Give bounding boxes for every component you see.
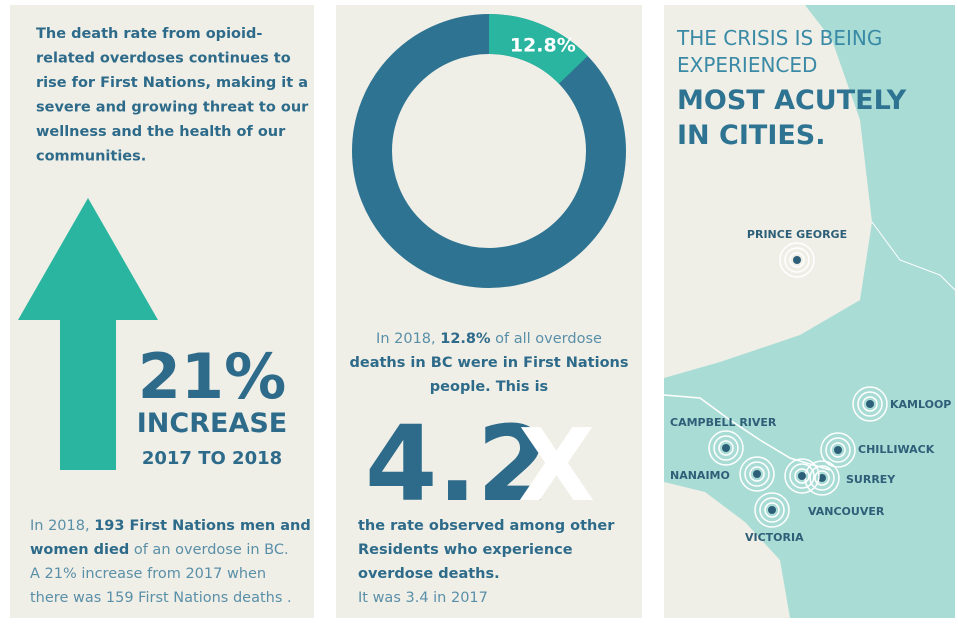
city-label: CHILLIWACK [858, 443, 935, 456]
city-ring [789, 252, 805, 268]
bold-text: deaths in BC were in First Nations [350, 355, 629, 371]
multiplier: 4.2 [365, 403, 549, 525]
donut-label: 12.8% [510, 34, 576, 56]
city-label: PRINCE GEORGE [747, 228, 847, 241]
border [871, 221, 955, 291]
city-dot [866, 400, 874, 408]
text: A 21% increase from 2017 when [30, 566, 266, 582]
city-dot [798, 472, 806, 480]
text-line: It was 3.4 in 2017 [358, 590, 488, 606]
bold-text: people. This is [430, 379, 548, 395]
text: In 2018, [376, 331, 440, 347]
city-ring [759, 497, 785, 523]
city-dot [818, 474, 826, 482]
text-line: severe and growing threat to our [36, 100, 309, 116]
multiplier-sign: X [518, 407, 595, 524]
city-ring [784, 458, 820, 494]
city-ring [820, 432, 856, 468]
city-ring [852, 386, 888, 422]
city-label: VANCOUVER [808, 505, 885, 518]
text-line: In 2018, 193 First Nations men and [30, 518, 311, 534]
text-line: EXPERIENCED [677, 53, 817, 77]
text-line: In 2018, 12.8% of all overdose [376, 331, 602, 347]
city-dot [722, 444, 730, 452]
city-ring [794, 468, 810, 484]
city-ring [749, 466, 765, 482]
city-ring [857, 391, 883, 417]
stat-period: 2017 TO 2018 [142, 448, 282, 469]
text-line: Residents who experience [358, 542, 573, 558]
text-line: overdose deaths. [358, 566, 500, 582]
city-ring [754, 492, 790, 528]
text-line: MOST ACUTELY [677, 85, 907, 116]
city-dot [768, 506, 776, 514]
text-line: A 21% increase from 2017 when [30, 566, 266, 582]
text-line: deaths in BC were in First Nations [350, 355, 629, 371]
city-ring [708, 430, 744, 466]
text-line: people. This is [430, 379, 548, 395]
city-ring [830, 442, 846, 458]
city-ring [814, 470, 830, 486]
bold-text: the rate observed among other [358, 518, 615, 534]
text-line: wellness and the health of our [36, 124, 286, 140]
city-dot [753, 470, 761, 478]
text: there was 159 First Nations deaths . [30, 590, 292, 606]
city-ring [739, 456, 775, 492]
bold-text: 193 First Nations men and [94, 518, 311, 534]
city-ring [862, 396, 878, 412]
city-ring [713, 435, 739, 461]
text-line: the rate observed among other [358, 518, 615, 534]
text-line: The death rate from opioid- [36, 26, 262, 42]
city-ring [825, 437, 851, 463]
city-label: CAMPBELL RIVER [670, 416, 777, 429]
city-ring [779, 242, 815, 278]
text-line: rise for First Nations, making it a [36, 75, 308, 91]
city-label: VICTORIA [745, 531, 804, 544]
city-dot [793, 256, 801, 264]
arrow [18, 198, 158, 470]
stat-label: INCREASE [137, 408, 287, 439]
text: It was 3.4 in 2017 [358, 590, 488, 606]
city-ring [809, 465, 835, 491]
city-label: KAMLOOP [890, 398, 951, 411]
donut-segment [488, 14, 588, 85]
map-land [664, 5, 955, 618]
city-ring [744, 461, 770, 487]
city-dot [834, 446, 842, 454]
text-line: there was 159 First Nations deaths . [30, 590, 292, 606]
city-ring [718, 440, 734, 456]
text-line: communities. [36, 149, 146, 165]
bold-text: 12.8% [440, 331, 491, 347]
stat: 21% [138, 340, 286, 413]
text: of an overdose in BC. [129, 542, 288, 558]
city-ring [789, 463, 815, 489]
text-line: women died of an overdose in BC. [30, 542, 289, 558]
text: In 2018, [30, 518, 94, 534]
bold-text: overdose deaths. [358, 566, 500, 582]
text: of all overdose [491, 331, 602, 347]
bold-text: women died [30, 542, 129, 558]
city-label: NANAIMO [670, 469, 730, 482]
city-ring [764, 502, 780, 518]
text-line: related overdoses continues to [36, 51, 291, 67]
text-line: THE CRISIS IS BEING [676, 26, 882, 50]
bold-text: Residents who experience [358, 542, 573, 558]
text-line: IN CITIES. [677, 120, 826, 151]
city-ring [784, 247, 810, 273]
city-label: SURREY [846, 473, 896, 486]
